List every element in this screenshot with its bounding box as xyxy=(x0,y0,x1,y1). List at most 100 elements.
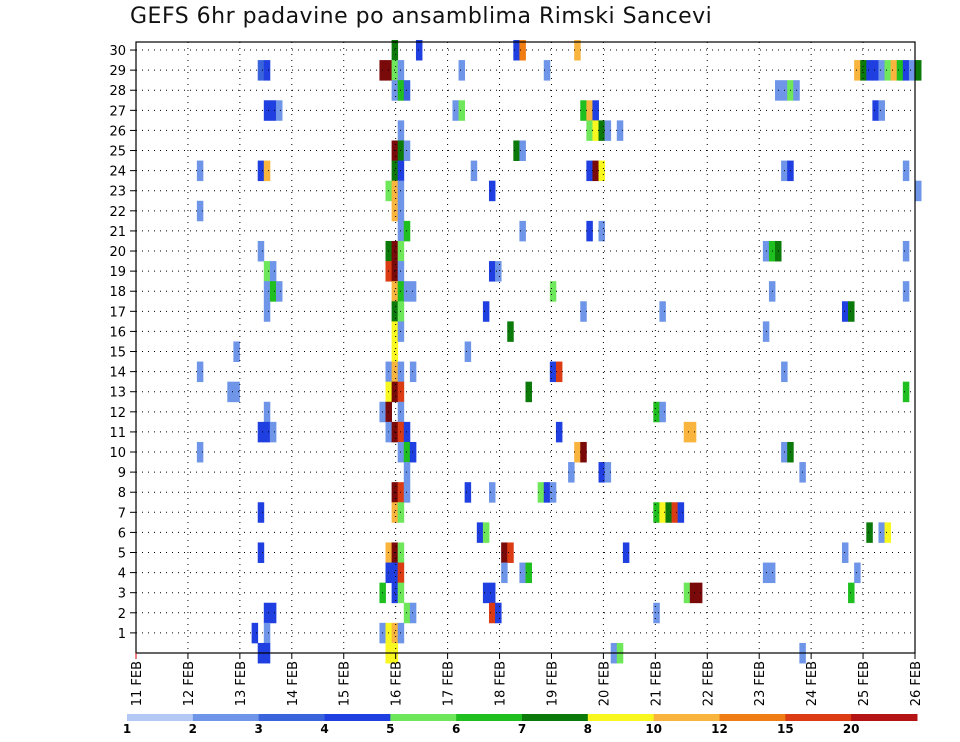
y-tick-label: 11 xyxy=(109,426,126,441)
heatmap-cell xyxy=(464,482,472,503)
heatmap-cell xyxy=(665,502,672,523)
heatmap-cell xyxy=(841,301,849,322)
heatmap-cell xyxy=(866,60,873,81)
heatmap-cell xyxy=(519,140,526,161)
y-tick-label: 2 xyxy=(118,607,126,622)
legend-label: 15 xyxy=(777,722,794,736)
x-tick-label: 14 FEB xyxy=(286,661,301,706)
heatmap-cell xyxy=(689,582,697,604)
heatmap-cell xyxy=(257,160,265,182)
heatmap-cell xyxy=(586,220,593,242)
y-tick-label: 16 xyxy=(109,325,126,340)
heatmap-cell xyxy=(403,220,411,242)
heatmap-cell xyxy=(464,341,472,362)
heatmap-cell xyxy=(409,361,417,383)
heatmap-cell xyxy=(275,100,283,121)
heatmap-cell xyxy=(507,542,514,563)
y-tick-label: 30 xyxy=(109,44,126,59)
heatmap-cell xyxy=(269,602,277,624)
y-tick-label: 13 xyxy=(109,386,126,401)
heatmap-cell xyxy=(598,220,606,242)
heatmap-cell xyxy=(263,301,271,322)
heatmap-cell xyxy=(677,502,685,523)
legend-label: 7 xyxy=(518,722,526,736)
y-tick-label: 28 xyxy=(109,84,126,99)
heatmap-cell xyxy=(415,39,423,61)
heatmap-cell xyxy=(854,60,861,81)
heatmap-cell xyxy=(555,421,563,443)
heatmap-cell xyxy=(659,301,666,322)
heatmap-cell xyxy=(525,381,532,403)
heatmap-cell xyxy=(653,502,660,523)
heatmap-cell xyxy=(452,100,459,121)
heatmap-cell xyxy=(598,160,606,182)
heatmap-cell xyxy=(543,482,551,503)
y-tick-label: 17 xyxy=(109,305,126,320)
heatmap-cell xyxy=(902,60,910,81)
heatmap-cell xyxy=(263,622,271,644)
heatmap-cell xyxy=(470,160,478,182)
legend-swatch xyxy=(456,714,523,721)
chart-title: GEFS 6hr padavine po ansamblima Rimski S… xyxy=(130,4,713,29)
heatmap-cell xyxy=(519,220,526,242)
heatmap-cell xyxy=(683,582,691,604)
heatmap-cell xyxy=(574,441,581,463)
y-tick-label: 20 xyxy=(109,245,126,260)
heatmap-cell xyxy=(233,381,240,403)
heatmap-cell xyxy=(403,421,411,443)
heatmap-cell xyxy=(872,60,879,81)
y-tick-label: 25 xyxy=(109,145,126,160)
heatmap-cell xyxy=(476,522,484,543)
heatmap-cell xyxy=(513,39,520,61)
heatmap-cell xyxy=(902,160,910,182)
plot-frame xyxy=(135,41,916,654)
heatmap-cell xyxy=(878,522,885,543)
legend-label: 12 xyxy=(711,722,728,736)
y-tick-label: 7 xyxy=(118,506,126,521)
x-tick-label: 23 FEB xyxy=(753,661,768,706)
legend-label: 5 xyxy=(386,722,394,736)
heatmap-cell xyxy=(653,401,660,423)
legend-swatch xyxy=(653,714,720,721)
heatmap-cell xyxy=(263,261,271,282)
y-tick-label: 19 xyxy=(109,265,126,280)
x-tick-label: 11 FEB xyxy=(130,661,145,706)
heatmap-cell xyxy=(653,602,660,624)
heatmap-cell xyxy=(257,542,265,563)
y-tick-label: 14 xyxy=(109,366,126,381)
heatmap-cell xyxy=(890,60,898,81)
heatmap-cell xyxy=(488,261,496,282)
heatmap-cell xyxy=(269,421,277,443)
y-tick-label: 22 xyxy=(109,205,126,220)
legend-swatch xyxy=(719,714,786,721)
heatmap-cell xyxy=(495,261,502,282)
heatmap-cell xyxy=(196,361,204,383)
heatmap-cell xyxy=(878,100,885,121)
heatmap-cell xyxy=(695,582,703,604)
heatmap-cell xyxy=(659,401,666,423)
heatmap-cell xyxy=(409,602,417,624)
heatmap-cell xyxy=(263,602,271,624)
heatmap-cell xyxy=(884,522,892,543)
heatmap-cell xyxy=(501,542,508,563)
heatmap-cell xyxy=(409,281,417,302)
heatmap-cell xyxy=(549,281,557,302)
x-tick-label: 12 FEB xyxy=(182,661,197,706)
y-tick-label: 5 xyxy=(118,547,126,562)
heatmap-cell xyxy=(263,100,271,121)
heatmap-cell xyxy=(495,602,502,624)
legend-swatch xyxy=(587,714,655,721)
heatmap-cell xyxy=(525,562,532,584)
heatmap-cell xyxy=(269,261,277,282)
heatmap-cell xyxy=(488,180,496,202)
x-tick-label: 25 FEB xyxy=(857,661,872,706)
x-tick-label: 16 FEB xyxy=(390,661,405,706)
heatmap-cell xyxy=(269,281,277,302)
y-tick-label: 29 xyxy=(109,64,126,79)
x-tick-label: 18 FEB xyxy=(494,661,509,706)
legend-label: 8 xyxy=(584,722,592,736)
x-tick-label: 26 FEB xyxy=(909,661,924,706)
y-tick-label: 1 xyxy=(118,627,126,642)
heatmap-cell xyxy=(884,60,892,81)
